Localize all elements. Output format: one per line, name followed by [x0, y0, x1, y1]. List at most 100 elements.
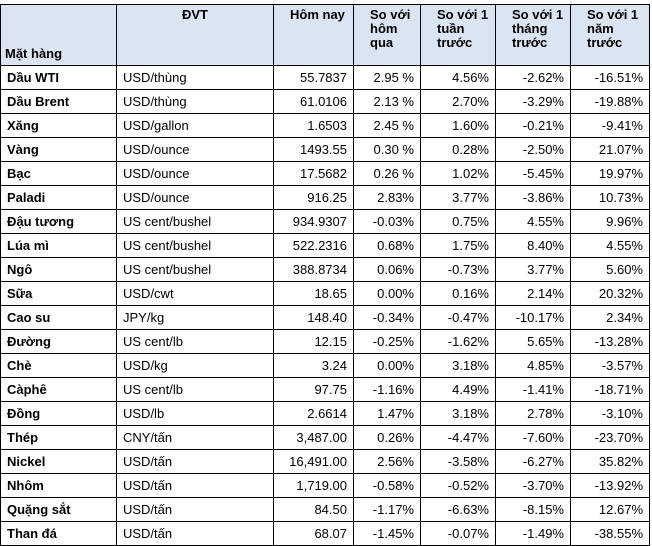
table-cell: 4.55% — [570, 233, 650, 258]
table-cell: -3.86% — [495, 185, 571, 210]
table-cell: 20.32% — [570, 281, 650, 306]
table-cell: USD/gallon — [116, 113, 274, 138]
table-row: Đậu tương US cent/bushel 934.9307 -0.03% 0.7… — [0, 209, 650, 234]
table-cell: US cent/bushel — [116, 233, 274, 258]
table-cell: 2.83% — [353, 185, 421, 210]
table-cell: 1.60% — [420, 113, 496, 138]
table-cell: 97.75 — [273, 377, 354, 402]
table-row: Nickel USD/tấn 16,491.00 2.56% -3.58% -6.27% 3… — [0, 449, 650, 474]
table-cell: 148.40 — [273, 305, 354, 330]
table-cell: 3.77% — [420, 185, 496, 210]
table-cell: 1493.55 — [273, 137, 354, 162]
table-cell: -0.07% — [420, 521, 496, 546]
table-cell: -1.49% — [495, 521, 571, 546]
table-cell: -0.34% — [353, 305, 421, 330]
table-cell: Đồng — [0, 401, 117, 426]
table-row: Quặng sắt USD/tấn 84.50 -1.17% -6.63% -8.15% 1… — [0, 497, 650, 522]
header-cell: So với 1 năm trước — [570, 4, 650, 66]
table-cell: 5.60% — [570, 257, 650, 282]
table-cell: USD/tấn — [116, 473, 274, 498]
table-cell: 2.56% — [353, 449, 421, 474]
table-cell: -1.16% — [353, 377, 421, 402]
table-cell: 8.40% — [495, 233, 571, 258]
table-cell: 2.6614 — [273, 401, 354, 426]
table-cell: 17.5682 — [273, 161, 354, 186]
table-cell: Càphê — [0, 377, 117, 402]
table-cell: 3.18% — [420, 353, 496, 378]
table-cell: -2.62% — [495, 65, 571, 90]
table-cell: -4.47% — [420, 425, 496, 450]
table-cell: 2.95 % — [353, 65, 421, 90]
table-cell: 4.55% — [495, 209, 571, 234]
table-cell: USD/cwt — [116, 281, 274, 306]
table-row: Dầu Brent USD/thùng 61.0106 2.13 % 2.70% -3.2… — [0, 89, 650, 114]
table-cell: -0.52% — [420, 473, 496, 498]
table-cell: 934.9307 — [273, 209, 354, 234]
table-cell: -0.25% — [353, 329, 421, 354]
table-cell: -1.41% — [495, 377, 571, 402]
table-cell: Than đá — [0, 521, 117, 546]
table-cell: 0.30 % — [353, 137, 421, 162]
table-cell: 2.70% — [420, 89, 496, 114]
table-row: Vàng USD/ounce 1493.55 0.30 % 0.28% -2.50% 21.… — [0, 137, 650, 162]
table-cell: 0.28% — [420, 137, 496, 162]
table-row: Đường US cent/lb 12.15 -0.25% -1.62% 5.65% -13… — [0, 329, 650, 354]
table-cell: 84.50 — [273, 497, 354, 522]
table-cell: Đường — [0, 329, 117, 354]
table-cell: 4.85% — [495, 353, 571, 378]
table-cell: 3.18% — [420, 401, 496, 426]
table-cell: 0.68% — [353, 233, 421, 258]
table-cell: Ngô — [0, 257, 117, 282]
table-cell: 3.24 — [273, 353, 354, 378]
table-cell: 522.2316 — [273, 233, 354, 258]
table-cell: 12.15 — [273, 329, 354, 354]
table-cell: USD/ounce — [116, 137, 274, 162]
header-cell: So với hôm qua — [353, 4, 421, 66]
table-cell: -5.45% — [495, 161, 571, 186]
table-row: Xăng USD/gallon 1.6503 2.45 % 1.60% -0.21% -9.… — [0, 113, 650, 138]
table-cell: -19.88% — [570, 89, 650, 114]
table-cell: -3.29% — [495, 89, 571, 114]
table-cell: -18.71% — [570, 377, 650, 402]
table-cell: Lúa mì — [0, 233, 117, 258]
table-cell: -0.03% — [353, 209, 421, 234]
table-row: Lúa mì US cent/bushel 522.2316 0.68% 1.75% 8.… — [0, 233, 650, 258]
table-cell: Đậu tương — [0, 209, 117, 234]
table-row: Dầu WTI USD/thùng 55.7837 2.95 % 4.56% -2.62%… — [0, 65, 650, 90]
table-cell: 1.02% — [420, 161, 496, 186]
table-cell: -2.50% — [495, 137, 571, 162]
table-cell: -0.21% — [495, 113, 571, 138]
table-row: Paladi USD/ounce 916.25 2.83% 3.77% -3.86% 10.… — [0, 185, 650, 210]
table-cell: US cent/lb — [116, 377, 274, 402]
table-cell: 21.07% — [570, 137, 650, 162]
table-cell: -13.28% — [570, 329, 650, 354]
header-cell: ĐVT — [116, 4, 274, 66]
table-cell: US cent/bushel — [116, 209, 274, 234]
table-cell: 0.26% — [353, 425, 421, 450]
table-cell: Vàng — [0, 137, 117, 162]
price-table: Mặt hàng ĐVT Hôm nay So với hôm qua So với 1… — [0, 4, 650, 546]
table-cell: -10.17% — [495, 305, 571, 330]
table-cell: JPY/kg — [116, 305, 274, 330]
table-cell: USD/tấn — [116, 521, 274, 546]
table-cell: Sữa — [0, 281, 117, 306]
table-cell: 1.6503 — [273, 113, 354, 138]
table-cell: USD/kg — [116, 353, 274, 378]
table-cell: -0.73% — [420, 257, 496, 282]
table-cell: Xăng — [0, 113, 117, 138]
table-cell: USD/tấn — [116, 497, 274, 522]
header-cell: Mặt hàng — [0, 4, 117, 66]
table-cell: Nhôm — [0, 473, 117, 498]
table-cell: 0.06% — [353, 257, 421, 282]
table-cell: USD/tấn — [116, 449, 274, 474]
table-row: Đồng USD/lb 2.6614 1.47% 3.18% 2.78% -3.10% — [0, 401, 650, 426]
table-cell: 9.96% — [570, 209, 650, 234]
table-cell: USD/thùng — [116, 89, 274, 114]
table-cell: -7.60% — [495, 425, 571, 450]
table-cell: 10.73% — [570, 185, 650, 210]
table-row: Nhôm USD/tấn 1,719.00 -0.58% -0.52% -3.70% -13… — [0, 473, 650, 498]
table-cell: 0.16% — [420, 281, 496, 306]
table-wrap: Mặt hàng ĐVT Hôm nay So với hôm qua So với 1… — [0, 4, 650, 546]
table-cell: -3.57% — [570, 353, 650, 378]
